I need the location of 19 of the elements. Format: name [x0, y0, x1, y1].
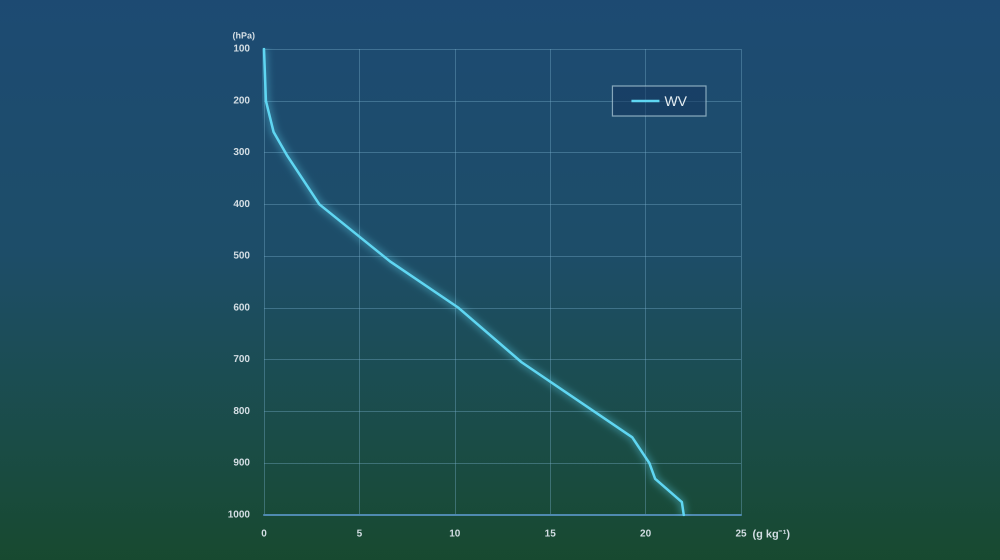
- y-tick-label: 500: [233, 250, 250, 262]
- x-tick-label: 20: [640, 528, 652, 540]
- y-tick-label: 900: [233, 458, 250, 469]
- x-tick-label: 5: [356, 528, 363, 540]
- y-tick-label: 700: [233, 354, 250, 366]
- x-tick-label: 25: [735, 528, 747, 540]
- y-tick-label: 100: [233, 44, 250, 54]
- x-tick-label: 15: [544, 528, 556, 540]
- y-tick-label: 1000: [228, 510, 250, 520]
- legend-label: WV: [664, 93, 688, 109]
- y-tick-label: 300: [233, 147, 250, 158]
- y-tick-label: 400: [233, 198, 250, 210]
- x-tick-label: 10: [449, 528, 461, 540]
- x-tick-label: 0: [261, 528, 268, 540]
- x-axis-title: (g kg⁻¹): [752, 528, 790, 540]
- y-axis-title: (hPa): [232, 30, 256, 40]
- y-tick-label: 200: [233, 95, 250, 106]
- y-tick-label: 800: [233, 406, 250, 417]
- y-tick-label: 600: [233, 302, 250, 314]
